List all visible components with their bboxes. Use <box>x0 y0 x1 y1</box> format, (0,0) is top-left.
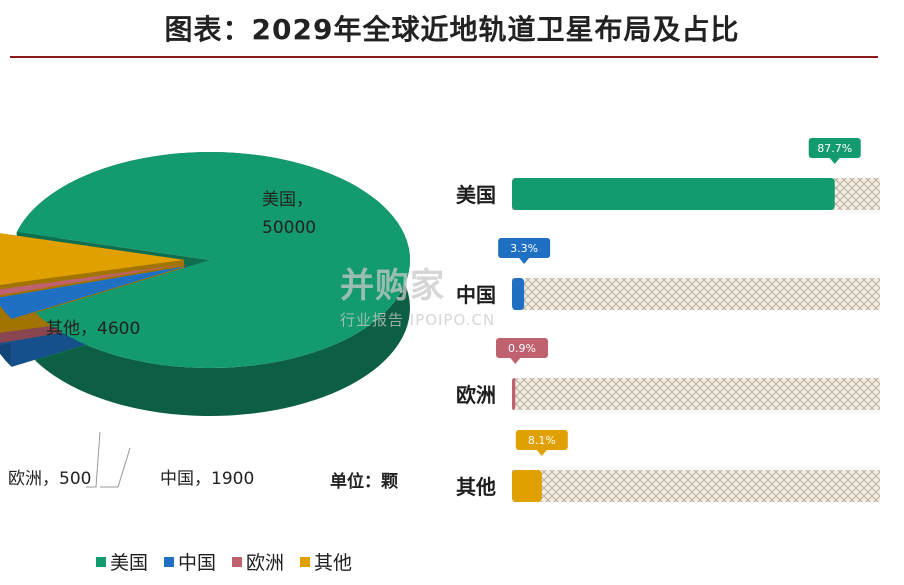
pie-data-label-美国: 美国， 50000 <box>262 190 316 238</box>
legend-label: 中国 <box>178 552 217 574</box>
bar-value-pointer-美国 <box>829 158 840 164</box>
bar-value-label-中国: 3.3% <box>510 242 538 255</box>
watermark: 并购家 行业报告 IPOIPO.CN <box>340 258 495 330</box>
legend-swatch <box>164 556 175 567</box>
bar-value-label-美国: 87.7% <box>817 142 852 155</box>
bar-chart: 美国 87.7% 中国 3.3% 欧洲 0.9% 其他 8.1% <box>456 138 880 502</box>
bar-value-label-其他: 8.1% <box>528 434 556 447</box>
pie-slice-欧洲 <box>0 264 185 296</box>
legend-item-其他: 其他 <box>300 548 352 575</box>
pie-data-label-其他: 其他，4600 <box>46 319 140 339</box>
bar-欧洲 <box>512 378 516 410</box>
pie-data-label-欧洲: 欧洲，500 <box>8 469 91 489</box>
bar-value-pointer-中国 <box>519 258 530 264</box>
bar-category-label-美国: 美国 <box>456 183 496 207</box>
bar-其他 <box>512 470 542 502</box>
legend-label: 欧洲 <box>246 552 285 574</box>
legend-label: 其他 <box>314 552 353 574</box>
bar-track-中国 <box>512 278 880 310</box>
page-title: 图表：2029年全球近地轨道卫星布局及占比 <box>164 13 740 46</box>
legend-item-美国: 美国 <box>96 548 148 575</box>
pie-legend: 美国 中国 欧洲 其他 <box>96 548 352 575</box>
watermark-sub: 行业报告 IPOIPO.CN <box>340 311 496 329</box>
legend-label: 美国 <box>110 552 149 574</box>
bar-value-bubble-中国 <box>498 238 551 258</box>
bar-track-欧洲 <box>512 378 880 410</box>
bar-value-label-欧洲: 0.9% <box>508 342 536 355</box>
bar-value-pointer-欧洲 <box>510 358 521 364</box>
bar-category-label-其他: 其他 <box>456 475 496 499</box>
pie-data-label-中国: 中国，1900 <box>160 469 254 489</box>
pie-chart: 美国， 50000 中国，1900 欧洲，500 其他，4600 <box>0 152 411 489</box>
legend-swatch <box>232 556 243 567</box>
bar-category-label-中国: 中国 <box>456 283 496 307</box>
bar-中国 <box>512 278 525 310</box>
bar-美国 <box>512 178 835 210</box>
unit-label: 单位：颗 <box>330 471 398 492</box>
legend-swatch <box>96 556 106 567</box>
pie-slice-中国 <box>0 266 187 319</box>
leader-line-中国 <box>100 447 131 488</box>
pie-slice-其他 <box>0 233 185 285</box>
leader-line-欧洲 <box>86 431 101 488</box>
watermark-main: 并购家 <box>340 266 445 306</box>
title-divider <box>10 56 878 58</box>
legend-swatch <box>300 556 311 567</box>
legend-item-中国: 中国 <box>164 548 216 575</box>
bar-value-bubble-欧洲 <box>496 338 548 358</box>
bar-category-label-欧洲: 欧洲 <box>456 383 496 407</box>
bar-value-pointer-其他 <box>536 450 547 456</box>
bar-value-bubble-其他 <box>515 430 568 450</box>
legend-item-欧洲: 欧洲 <box>232 548 284 575</box>
pie-slice-美国 <box>16 152 411 369</box>
bar-value-bubble-美国 <box>808 138 861 158</box>
bar-track-其他 <box>512 470 880 502</box>
